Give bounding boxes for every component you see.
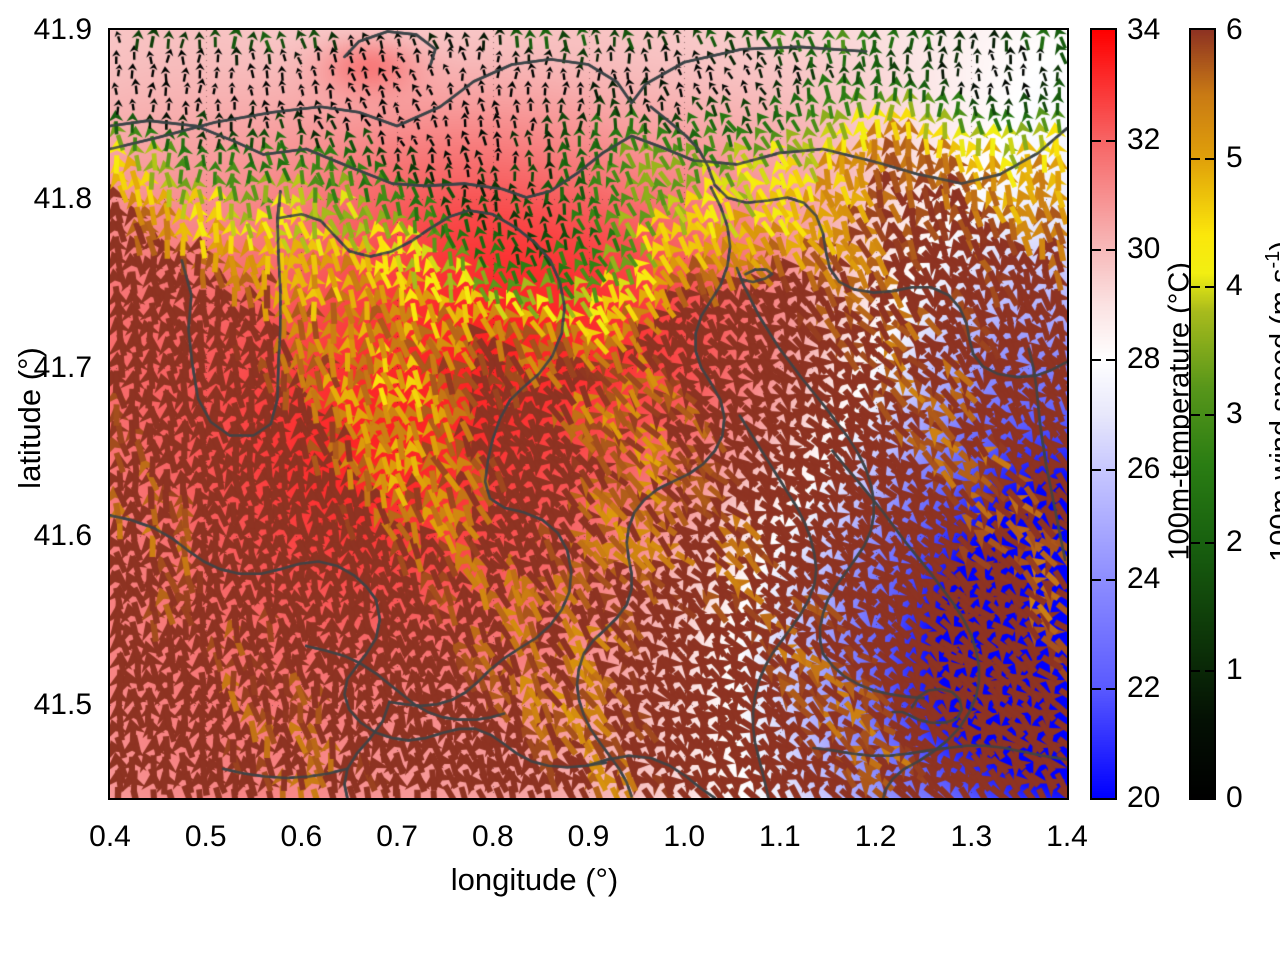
colorbar-tick-label: 4 <box>1226 269 1243 302</box>
colorbar-tick-label: 28 <box>1127 342 1161 376</box>
colorbar-tick-label: 5 <box>1226 141 1243 174</box>
colorbar-tick-mark <box>1106 139 1115 142</box>
colorbar-tick-label: 0 <box>1226 781 1243 814</box>
x-tick-label: 0.4 <box>89 820 131 853</box>
colorbar-tick-mark <box>1205 414 1214 416</box>
colorbar-tick-mark <box>1205 670 1214 672</box>
x-tick-label: 1.1 <box>759 820 801 853</box>
colorbar-tick-mark <box>1205 286 1214 288</box>
x-tick-label: 1.4 <box>1046 820 1088 853</box>
colorbar-tick-mark <box>1106 578 1115 581</box>
windspeed-colorbar-gradient <box>1191 30 1214 798</box>
colorbar-tick-mark <box>1092 359 1101 362</box>
x-tick-label: 1.2 <box>854 820 897 853</box>
colorbar-tick-mark <box>1092 578 1101 581</box>
colorbar-tick-mark <box>1106 688 1115 691</box>
colorbar-tick-label: 24 <box>1127 561 1161 595</box>
colorbar-tick-label: 3 <box>1226 397 1243 430</box>
y-tick-label: 41.9 <box>33 13 92 46</box>
y-tick-label: 41.7 <box>33 350 92 384</box>
x-tick-label: 0.9 <box>567 820 610 853</box>
y-tick-label: 41.5 <box>33 688 92 722</box>
colorbar-tick-label: 6 <box>1226 13 1243 46</box>
colorbar-tick-label: 34 <box>1127 13 1161 46</box>
colorbar-tick-mark <box>1092 688 1101 691</box>
colorbar-tick-label: 32 <box>1127 122 1161 156</box>
colorbar-tick-mark <box>1191 414 1200 416</box>
temperature-colorbar <box>1090 28 1117 800</box>
y-tick-label: 41.6 <box>33 519 92 553</box>
x-tick-label: 0.6 <box>280 820 323 853</box>
colorbar-tick-label: 20 <box>1127 781 1161 814</box>
x-tick-label: 0.5 <box>184 820 227 853</box>
colorbar-tick-mark <box>1106 359 1115 362</box>
windspeed-colorbar-title: 100m-wind speed (m s-1) <box>1262 241 1280 562</box>
quiver-map-canvas <box>110 30 1067 798</box>
colorbar-tick-mark <box>1205 542 1214 544</box>
colorbar-tick-mark <box>1106 468 1115 471</box>
x-tick-label: 0.7 <box>376 820 418 853</box>
colorbar-tick-mark <box>1191 670 1200 672</box>
colorbar-tick-mark <box>1106 249 1115 252</box>
colorbar-tick-label: 1 <box>1226 653 1243 686</box>
colorbar-tick-mark <box>1205 158 1214 160</box>
temperature-colorbar-gradient <box>1092 30 1115 798</box>
colorbar-tick-mark <box>1191 286 1200 288</box>
windspeed-colorbar <box>1189 28 1216 800</box>
x-tick-label: 1.0 <box>663 820 706 853</box>
colorbar-tick-label: 2 <box>1226 525 1243 558</box>
superscript-exponent: -1 <box>1262 250 1280 269</box>
y-tick-label: 41.8 <box>33 181 92 215</box>
colorbar-tick-label: 30 <box>1127 232 1161 266</box>
colorbar-tick-mark <box>1092 468 1101 471</box>
plot-area <box>108 28 1069 800</box>
colorbar-tick-mark <box>1092 249 1101 252</box>
colorbar-tick-label: 22 <box>1127 671 1161 705</box>
x-axis-title: longitude (°) <box>450 862 619 897</box>
colorbar-tick-mark <box>1191 158 1200 160</box>
y-axis-title: latitude (°) <box>12 347 47 489</box>
x-tick-label: 0.8 <box>471 820 514 853</box>
x-tick-label: 1.3 <box>950 820 993 853</box>
colorbar-tick-mark <box>1092 139 1101 142</box>
colorbar-tick-mark <box>1191 542 1200 544</box>
colorbar-tick-label: 26 <box>1127 451 1161 485</box>
